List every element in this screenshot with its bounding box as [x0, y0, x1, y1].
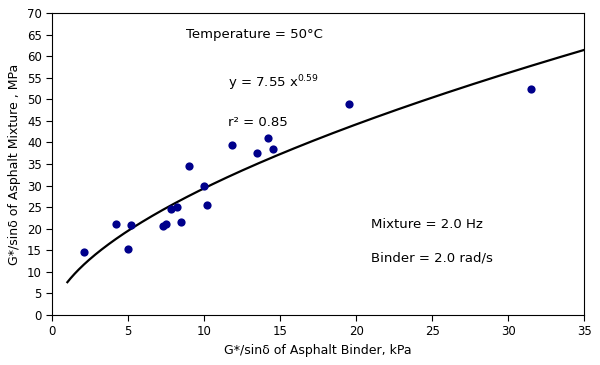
Point	[344, 101, 353, 107]
Point	[263, 135, 273, 141]
Text: Mixture = 2.0 Hz: Mixture = 2.0 Hz	[371, 218, 484, 231]
Text: y = 7.55 x$^{0.59}$: y = 7.55 x$^{0.59}$	[228, 74, 318, 93]
Point	[172, 204, 182, 210]
Point	[253, 150, 262, 156]
Point	[202, 202, 212, 208]
Point	[268, 146, 277, 152]
Y-axis label: G*/sinδ of Asphalt Mixture , MPa: G*/sinδ of Asphalt Mixture , MPa	[8, 64, 22, 265]
Point	[176, 219, 186, 225]
Text: r² = 0.85: r² = 0.85	[228, 116, 287, 129]
Point	[199, 182, 209, 188]
Point	[127, 222, 136, 228]
Point	[161, 221, 171, 227]
Point	[184, 163, 194, 169]
X-axis label: G*/sinδ of Asphalt Binder, kPa: G*/sinδ of Asphalt Binder, kPa	[224, 344, 412, 357]
Point	[158, 223, 168, 229]
Point	[124, 246, 133, 252]
Point	[111, 221, 121, 227]
Point	[227, 142, 236, 147]
Point	[79, 249, 89, 255]
Point	[166, 206, 176, 212]
Point	[526, 86, 536, 92]
Text: Temperature = 50°C: Temperature = 50°C	[186, 28, 323, 41]
Text: Binder = 2.0 rad/s: Binder = 2.0 rad/s	[371, 251, 493, 264]
